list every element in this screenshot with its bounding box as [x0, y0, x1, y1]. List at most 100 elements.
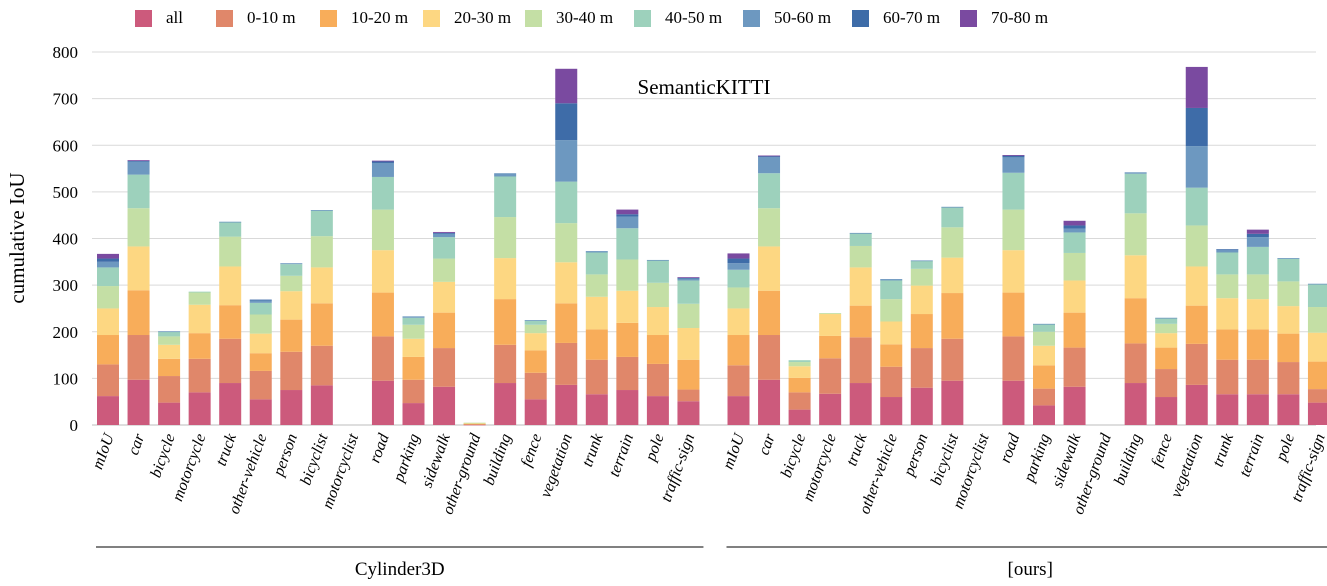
bar-segment: [1216, 329, 1239, 360]
bar-segment: [555, 223, 578, 263]
bar-segment: [788, 392, 811, 410]
bar-segment: [1063, 220, 1086, 226]
bar-segment: [1246, 329, 1269, 360]
bar-segment: [494, 258, 517, 300]
legend-swatch: [525, 10, 542, 27]
bar-segment: [127, 161, 150, 175]
bar-segment: [1307, 284, 1327, 308]
bar-segment: [1185, 305, 1208, 344]
bar-segment: [1002, 155, 1025, 158]
bar-segment: [758, 155, 781, 157]
bar-segment: [219, 383, 242, 425]
bar-segment: [555, 342, 578, 385]
bar-segment: [1307, 402, 1327, 425]
bar-segment: [371, 380, 394, 425]
bar-segment: [371, 176, 394, 210]
bar-segment: [941, 257, 964, 294]
bar-segment: [616, 259, 639, 291]
bar-segment: [1307, 283, 1327, 285]
bar-segment: [849, 233, 872, 246]
bar-segment: [127, 335, 150, 380]
bar-segment: [1033, 365, 1055, 389]
bar-segment: [849, 305, 872, 338]
bar-segment: [677, 401, 700, 425]
bar-segment: [941, 227, 964, 258]
group-label: Cylinder3D: [355, 559, 445, 580]
bar-segment: [941, 380, 964, 425]
bar-segment: [463, 423, 486, 425]
bar-segment: [677, 277, 700, 279]
legend-swatch: [960, 10, 977, 27]
x-tick-label: person: [900, 432, 931, 480]
bar-segment: [1216, 249, 1239, 253]
bar-segment: [249, 300, 272, 303]
bar-segment: [371, 161, 394, 163]
bar-segment: [310, 345, 333, 386]
bar-segment: [1216, 298, 1239, 330]
bar-segment: [524, 320, 547, 325]
bar-segment: [758, 335, 781, 380]
bar-segment: [249, 353, 272, 371]
legend-label: 10-20 m: [351, 8, 409, 27]
y-tick-label: 200: [53, 323, 79, 342]
x-tick-label: mIoU: [89, 430, 118, 471]
y-tick-label: 100: [53, 369, 79, 388]
legend-label: 70-80 m: [991, 8, 1049, 27]
bar-segment: [494, 173, 517, 177]
bar-segment: [158, 336, 181, 345]
bar-segment: [1124, 172, 1147, 174]
bar-segment: [1185, 66, 1208, 108]
x-tick-label: building: [481, 432, 515, 488]
bar-segment: [97, 364, 119, 397]
chart-title: SemanticKITTI: [638, 75, 771, 99]
bar-segment: [1002, 209, 1025, 251]
y-tick-label: 0: [70, 416, 79, 435]
bar-segment: [402, 356, 425, 380]
bar-segment: [524, 320, 547, 321]
bar-segment: [433, 312, 456, 349]
bar-segment: [249, 302, 272, 315]
bar-segment: [310, 385, 333, 425]
bar-segment: [188, 292, 211, 305]
bar-segment: [1002, 172, 1025, 210]
bar-segment: [758, 208, 781, 247]
bar-segment: [219, 221, 242, 223]
legend-swatch: [216, 10, 233, 27]
bar-segment: [646, 307, 669, 336]
x-tick-label: parking: [1020, 432, 1053, 486]
legend-label: all: [166, 8, 183, 27]
bar-segment: [158, 331, 181, 337]
bar-segment: [1185, 187, 1208, 226]
bar-segment: [280, 390, 303, 425]
x-tick-label: mIoU: [720, 430, 749, 471]
x-tick-label: truck: [213, 431, 241, 469]
group-label: [ours]: [1008, 559, 1053, 580]
y-tick-label: 300: [53, 276, 79, 295]
bar-segment: [910, 268, 933, 286]
legend-swatch: [320, 10, 337, 27]
bar-segment: [880, 280, 903, 300]
bar-segment: [1155, 397, 1178, 425]
bar-segment: [280, 264, 303, 276]
bar-segment: [1216, 252, 1239, 275]
bar-segment: [1033, 345, 1055, 366]
legend-label: 30-40 m: [556, 8, 614, 27]
bar-segment: [97, 258, 119, 262]
bar-segment: [616, 390, 639, 425]
bar-segment: [158, 402, 181, 425]
bar-segment: [1155, 347, 1178, 370]
bar-segment: [1033, 323, 1055, 325]
bar-segment: [1063, 225, 1086, 229]
y-tick-label: 700: [53, 90, 79, 109]
bar-segment: [758, 290, 781, 336]
bar-segment: [910, 285, 933, 315]
bar-segment: [1002, 157, 1025, 173]
bar-segment: [585, 252, 608, 275]
bar-segment: [616, 356, 639, 391]
bar-segment: [433, 348, 456, 387]
bar-segment: [1124, 298, 1147, 344]
bar-segment: [1033, 388, 1055, 406]
bar-segment: [219, 236, 242, 267]
bar-segment: [1246, 229, 1269, 234]
bar-segment: [616, 209, 639, 215]
